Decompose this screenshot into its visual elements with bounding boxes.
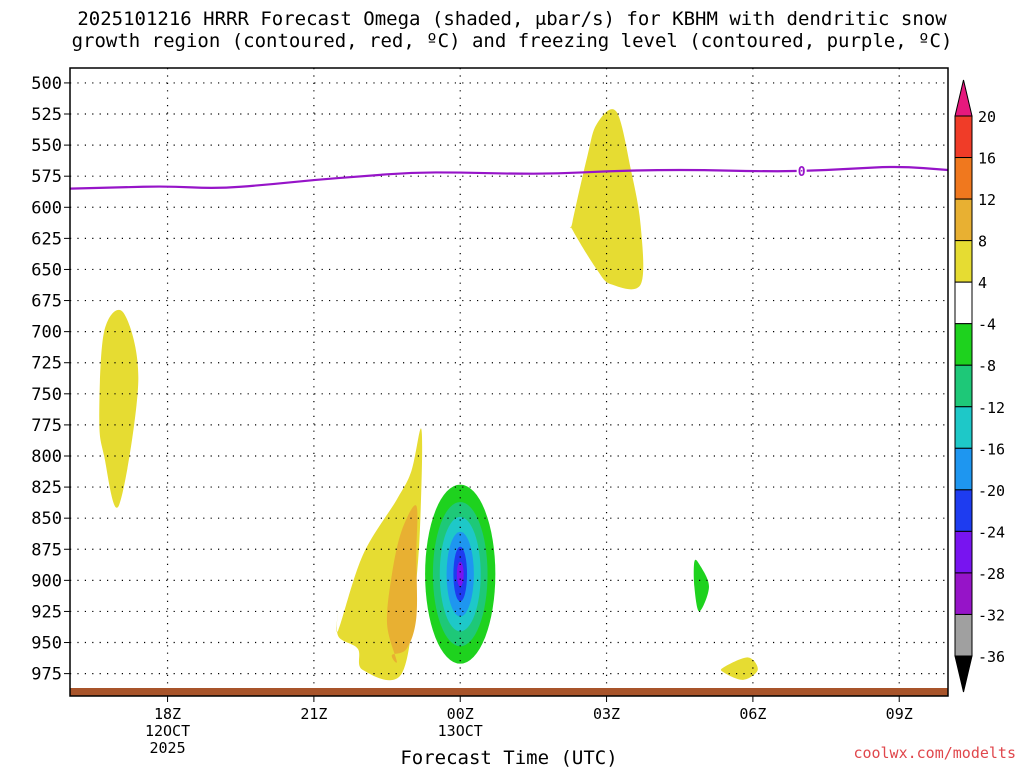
colorbar-label-1: 16 — [978, 150, 996, 168]
colorbar-segment-5 — [954, 281, 973, 325]
y-tick-label-650: 650 — [31, 260, 62, 280]
x-tick-date-00Z: 13OCT — [438, 722, 483, 740]
x-tick-label-09Z: 09Z — [886, 705, 913, 723]
colorbar-segment-12 — [954, 572, 973, 615]
colorbar-segment-11 — [954, 530, 973, 574]
colorbar-label-2: 12 — [978, 191, 996, 209]
x-tick-label-00Z: 00Z — [447, 705, 474, 723]
y-tick-label-550: 550 — [31, 136, 62, 156]
colorbar-segment-1 — [954, 115, 973, 159]
y-tick-label-725: 725 — [31, 354, 62, 374]
plot-frame — [69, 67, 949, 697]
y-tick-label-950: 950 — [31, 634, 62, 654]
colorbar-label-8: -16 — [978, 440, 1005, 458]
colorbar-segment-3 — [954, 198, 973, 242]
colorbar-label-4: 4 — [978, 274, 987, 292]
y-tick-label-850: 850 — [31, 509, 62, 529]
x-tick-label-21Z: 21Z — [300, 705, 327, 723]
colorbar-segment-6 — [954, 323, 973, 366]
freezing-level-line — [69, 165, 949, 190]
colorbar-segment-10 — [954, 489, 973, 532]
colorbar-segment-13 — [954, 613, 973, 657]
freezing-label-bg — [796, 163, 807, 178]
colorbar-segment-4 — [954, 240, 973, 283]
omega-region-6 — [693, 559, 709, 612]
y-tick-label-825: 825 — [31, 478, 62, 498]
omega-region-3 — [386, 505, 418, 663]
colorbar-label-9: -20 — [978, 482, 1005, 500]
y-tick-label-625: 625 — [31, 229, 62, 249]
colorbar-label-6: -8 — [978, 357, 996, 375]
x-tick-date-18Z: 12OCT — [145, 722, 190, 740]
y-tick-label-575: 575 — [31, 167, 62, 187]
y-tick-label-900: 900 — [31, 571, 62, 591]
watermark: coolwx.com/modelts — [853, 744, 1016, 762]
y-tick-label-700: 700 — [31, 323, 62, 343]
omega-shading — [99, 109, 758, 681]
omega-region-1 — [99, 309, 139, 508]
y-tick-label-775: 775 — [31, 416, 62, 436]
colorbar: 20 16 12 8 4 -4 -8 -12 -16 -20 -24 -28 -32 -36 — [954, 79, 1005, 693]
x-tick-label-03Z: 03Z — [593, 705, 620, 723]
chart-title-line-1: 2025101216 HRRR Forecast Omega (shaded, … — [77, 8, 947, 30]
colorbar-segment-7 — [954, 364, 973, 408]
colorbar-segment-8 — [954, 406, 973, 449]
omega-region-4 — [569, 109, 644, 290]
colorbar-label-13: -36 — [978, 648, 1005, 666]
freezing-level-contour: 0 — [69, 163, 949, 190]
y-tick-label-975: 975 — [31, 665, 62, 685]
y-tick-label-675: 675 — [31, 292, 62, 312]
y-tick-label-500: 500 — [31, 74, 62, 94]
colorbar-label-12: -32 — [978, 606, 1005, 624]
colorbar-segment-9 — [954, 447, 973, 491]
x-tick-label-18Z: 18Z — [154, 705, 181, 723]
y-tick-label-525: 525 — [31, 105, 62, 125]
colorbar-label-0: 20 — [978, 108, 996, 126]
colorbar-bottom-arrow — [954, 655, 973, 693]
chart-title-line-2: growth region (contoured, red, ºC) and f… — [71, 30, 953, 52]
y-tick-label-875: 875 — [31, 540, 62, 560]
x-axis-label: Forecast Time (UTC) — [400, 747, 617, 768]
omega-region-5 — [720, 657, 758, 680]
freezing-level-label: 0 — [798, 165, 806, 180]
y-tick-label-750: 750 — [31, 385, 62, 405]
ground-strip — [70, 688, 948, 696]
grid-lines — [70, 68, 948, 688]
omega-core-ring-6 — [456, 561, 464, 587]
chart-title: 2025101216 HRRR Forecast Omega (shaded, … — [0, 8, 1024, 52]
y-axis: 500 525 550 575 600 625 650 675 700 725 750 775 800 8… — [31, 74, 70, 685]
colorbar-segment-2 — [954, 157, 973, 200]
colorbar-label-7: -12 — [978, 399, 1005, 417]
colorbar-top-arrow — [954, 79, 973, 117]
colorbar-label-3: 8 — [978, 233, 987, 251]
colorbar-label-10: -24 — [978, 523, 1005, 541]
ground-layer — [70, 688, 948, 696]
y-tick-label-925: 925 — [31, 602, 62, 622]
y-tick-label-600: 600 — [31, 198, 62, 218]
colorbar-label-5: -4 — [978, 316, 996, 334]
y-tick-label-800: 800 — [31, 447, 62, 467]
x-tick-year-18Z: 2025 — [149, 739, 185, 757]
x-tick-label-06Z: 06Z — [739, 705, 766, 723]
colorbar-label-11: -28 — [978, 565, 1005, 583]
